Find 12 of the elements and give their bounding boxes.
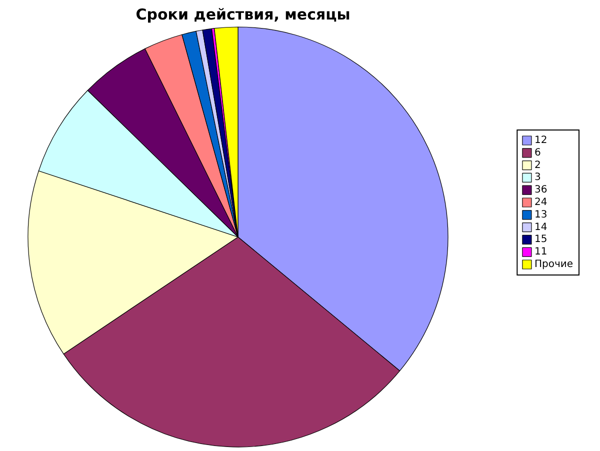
legend-label: 6 xyxy=(534,147,541,158)
legend-label: 3 xyxy=(534,172,541,184)
legend-label: 15 xyxy=(534,234,548,246)
legend-label: 13 xyxy=(534,209,548,220)
legend-label: Прочие xyxy=(534,259,573,270)
legend-label: 24 xyxy=(534,197,548,208)
legend-label: 12 xyxy=(534,135,548,146)
legend-label: 2 xyxy=(534,160,541,171)
legend-label: 36 xyxy=(534,184,548,196)
legend-label: 14 xyxy=(534,222,548,233)
chart-title: Сроки действия, месяцы xyxy=(136,6,350,24)
legend-label: 11 xyxy=(534,246,548,258)
